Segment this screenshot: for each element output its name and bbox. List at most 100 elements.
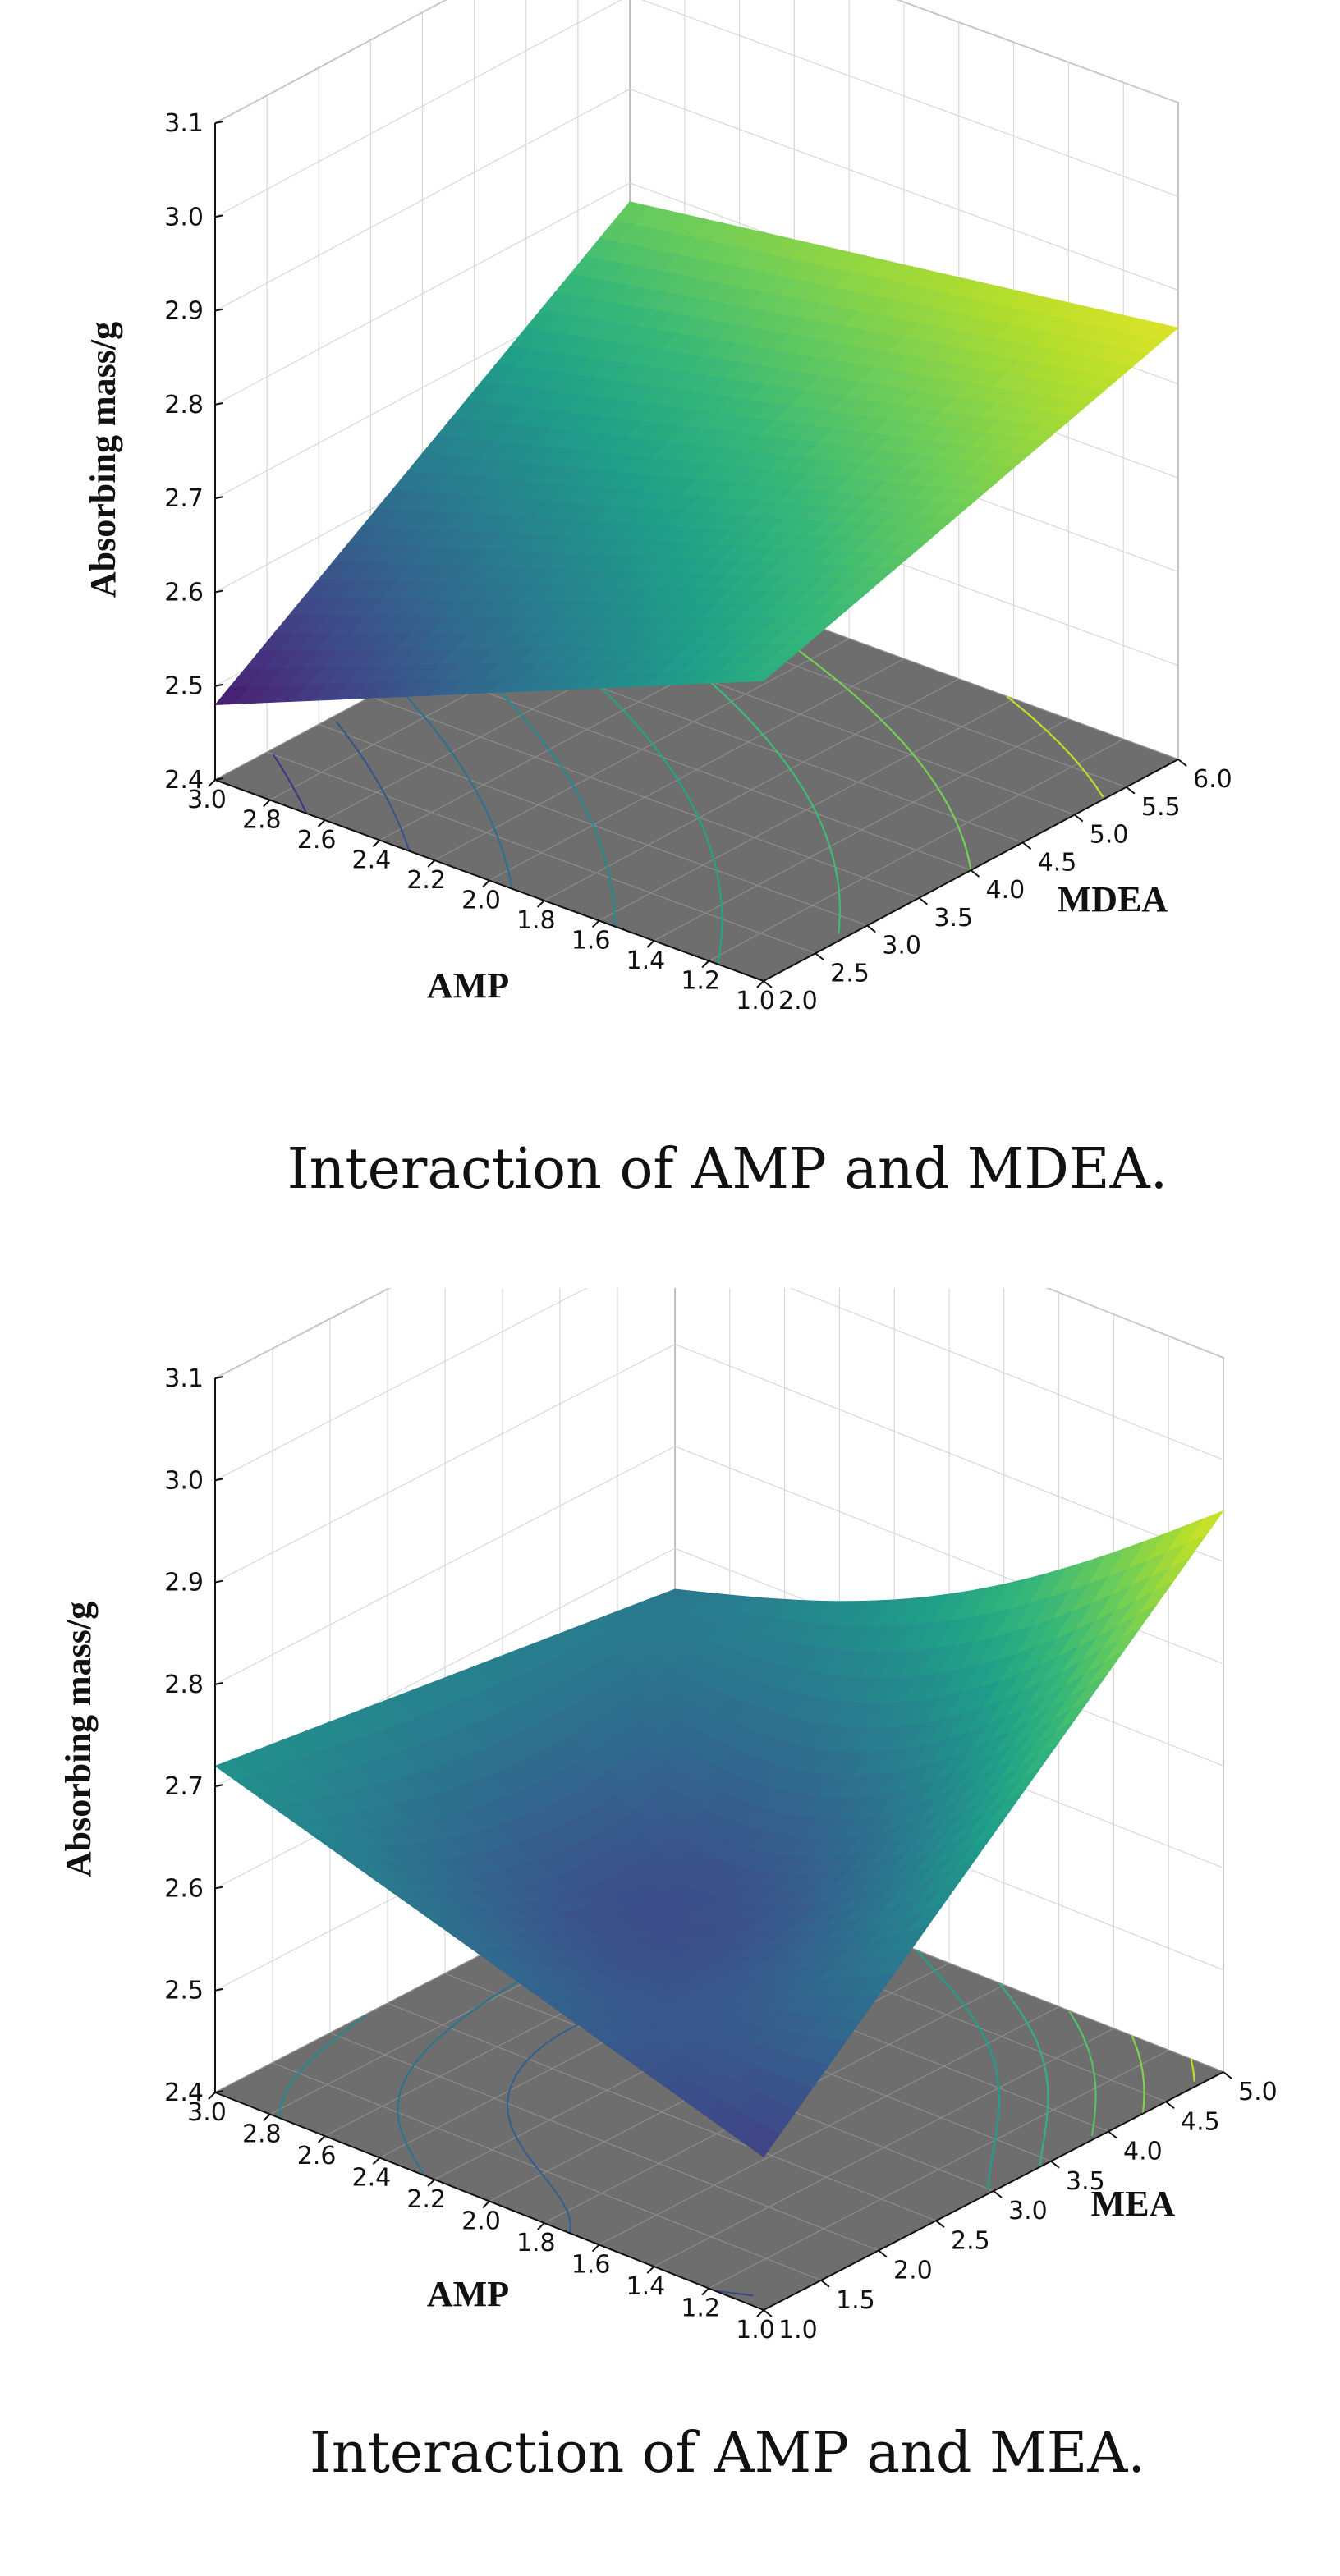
amp-mea-floor-gridline-y <box>329 2032 879 2252</box>
amp-mea-y-tick <box>1108 2130 1117 2139</box>
amp-mea-y-tick-label: 4.5 <box>1181 2107 1220 2136</box>
amp-mdea-floor-gridline-y <box>266 751 816 954</box>
amp-mdea-surface <box>214 201 1179 706</box>
amp-mea-y-tick-label: 2.5 <box>951 2226 990 2255</box>
amp-mdea-z-gridline <box>214 0 1179 218</box>
amp-mdea-x-tick <box>482 879 490 888</box>
amp-mdea-y-tick <box>918 896 928 905</box>
amp-mea-z-tick <box>214 1376 224 1379</box>
amp-mdea-tick-labels: 2.4 2.5 2.6 2.7 2.8 2.9 3.0 3.1 1.0 1.2 1.4 1.6 1.8 2… <box>164 109 1232 1015</box>
amp-mdea-x-tick-label: 1.2 <box>681 967 720 996</box>
amp-mdea-x-tick-label: 3.0 <box>187 786 227 814</box>
amp-mea-z-tick-label: 2.7 <box>164 1772 204 1801</box>
amp-mea-y-tick-label: 4.0 <box>1123 2138 1163 2166</box>
amp-mea-x-tick-label: 1.0 <box>736 2316 775 2345</box>
amp-mdea-z-tick <box>214 121 224 124</box>
amp-mdea-x-tick-label: 1.0 <box>736 987 775 1015</box>
amp-mea-floor-gridline-y <box>387 2002 937 2221</box>
amp-mea-z-tick-label: 2.5 <box>164 1977 204 2005</box>
amp-mdea-contour-line <box>398 688 513 889</box>
amp-mea-x-tick-label: 1.8 <box>516 2229 556 2257</box>
amp-mdea-y-axis-label: MDEA <box>1058 879 1168 919</box>
amp-mdea-x-tick-label: 1.6 <box>571 927 611 956</box>
amp-mea-z-gridline <box>214 1288 1224 1481</box>
amp-mdea-z-tick <box>214 683 224 687</box>
amp-mea-z-tick-label: 3.0 <box>164 1466 204 1495</box>
amp-mea-contour-line <box>915 1949 1001 2189</box>
amp-mdea-axis-lines <box>208 121 1187 988</box>
amp-mea-surface-patch <box>1186 1510 1225 1544</box>
amp-mea-axes-group: 2.4 2.5 2.6 2.7 2.8 2.9 3.0 3.1 1.0 1.2 1.4 1.6 1.8 2… <box>58 1288 1278 2345</box>
caption-amp-mdea: Interaction of AMP and MDEA. <box>287 1137 1168 1202</box>
amp-mdea-y-tick <box>1126 786 1136 795</box>
amp-mdea-axes-group: 2.4 2.5 2.6 2.7 2.8 2.9 3.0 3.1 1.0 1.2 1.4 1.6 1.8 2… <box>83 0 1232 1015</box>
amp-mdea-x-tick <box>756 980 764 988</box>
amp-mea-z-tick <box>214 1886 224 1890</box>
amp-mdea-y-tick <box>1022 841 1032 850</box>
amp-mdea-x-tick-label: 1.8 <box>516 906 556 935</box>
amp-mea-x-tick <box>482 2200 490 2209</box>
amp-mdea-y-tick <box>866 924 876 933</box>
amp-mdea-y-tick-label: 4.5 <box>1038 848 1077 877</box>
amp-mea-x-tick-label: 1.6 <box>571 2251 611 2280</box>
amp-mdea-z-tick-label: 2.6 <box>164 578 204 607</box>
amp-mdea-y-tick-label: 2.5 <box>830 959 870 988</box>
amp-mea-floor-gridline-y <box>272 2062 822 2281</box>
amp-mdea-x-tick <box>591 919 600 928</box>
amp-mdea-x-tick-label: 2.8 <box>242 806 282 835</box>
amp-mea-x-tick <box>591 2244 600 2253</box>
amp-mea-y-tick <box>820 2279 830 2288</box>
amp-mdea-contour-line <box>1006 695 1104 798</box>
amp-mdea-contour-line <box>525 622 723 965</box>
surface-chart-amp-mea: 2.4 2.5 2.6 2.7 2.8 2.9 3.0 3.1 1.0 1.2 1.4 1.6 1.8 2… <box>58 1288 1278 2345</box>
amp-mea-surface <box>214 1510 1225 2158</box>
amp-mdea-x-tick <box>208 779 216 787</box>
amp-mdea-x-tick-label: 1.4 <box>626 947 666 975</box>
amp-mea-z-tick <box>214 1478 224 1482</box>
amp-mea-y-tick-label: 2.0 <box>893 2257 933 2285</box>
amp-mea-x-tick-label: 2.0 <box>461 2207 501 2236</box>
amp-mea-contour-line <box>1131 2035 1145 2114</box>
amp-mea-z-tick-label: 2.8 <box>164 1671 204 1699</box>
amp-mdea-x-tick <box>537 900 545 908</box>
chart-panel-amp-mea: 2.4 2.5 2.6 2.7 2.8 2.9 3.0 3.1 1.0 1.2 1.4 1.6 1.8 2… <box>0 1288 1340 2576</box>
amp-mdea-z-tick <box>214 401 224 406</box>
amp-mea-x-tick <box>701 2287 709 2296</box>
amp-mdea-contour-line <box>697 582 972 871</box>
amp-mea-x-tick-label: 1.2 <box>681 2294 720 2323</box>
amp-mdea-z-tick <box>214 496 224 500</box>
amp-mdea-y-tick-label: 4.0 <box>986 876 1026 905</box>
amp-mea-z-tick <box>214 1579 224 1584</box>
amp-mdea-y-tick <box>1074 814 1084 823</box>
amp-mea-contour-line <box>1068 2010 1097 2136</box>
amp-mdea-contour-line <box>335 721 411 852</box>
amp-mea-y-tick <box>1223 2071 1232 2079</box>
amp-mdea-x-tick-label: 2.0 <box>461 887 501 915</box>
amp-mdea-z-tick-label: 3.0 <box>164 203 204 231</box>
amp-mea-y-tick <box>763 2309 773 2317</box>
amp-mdea-y-tick <box>815 952 824 961</box>
amp-mea-y-tick <box>1050 2160 1060 2169</box>
amp-mea-y-tick-label: 3.0 <box>1008 2197 1048 2225</box>
amp-mdea-z-tick-label: 2.9 <box>164 297 204 326</box>
amp-mea-z-tick <box>214 2090 224 2093</box>
amp-mea-contour-line <box>998 1982 1049 2168</box>
amp-mea-contour-line <box>1190 2059 1195 2082</box>
amp-mdea-x-tick-label: 2.2 <box>406 866 446 895</box>
amp-mea-z-tick <box>214 1987 224 1992</box>
amp-mea-z-gridline <box>214 1288 1224 1379</box>
amp-mea-z-tick-label: 2.6 <box>164 1874 204 1903</box>
amp-mdea-x-tick <box>317 819 326 827</box>
amp-mdea-x-tick <box>263 799 271 808</box>
amp-mea-y-tick <box>878 2249 888 2258</box>
amp-mdea-y-tick-label: 5.0 <box>1090 821 1129 850</box>
amp-mea-x-tick-label: 2.2 <box>406 2185 446 2214</box>
amp-mdea-z-tick-label: 2.4 <box>164 766 204 795</box>
amp-mdea-x-tick-label: 2.6 <box>297 826 337 855</box>
amp-mdea-x-tick-label: 2.4 <box>352 846 392 875</box>
amp-mea-y-tick <box>1165 2101 1175 2110</box>
amp-mea-y-tick-label: 1.5 <box>836 2286 875 2315</box>
amp-mea-z-tick-label: 2.4 <box>164 2079 204 2107</box>
amp-mdea-z-tick-label: 3.1 <box>164 109 204 138</box>
amp-mea-axis-lines <box>208 1376 1232 2317</box>
